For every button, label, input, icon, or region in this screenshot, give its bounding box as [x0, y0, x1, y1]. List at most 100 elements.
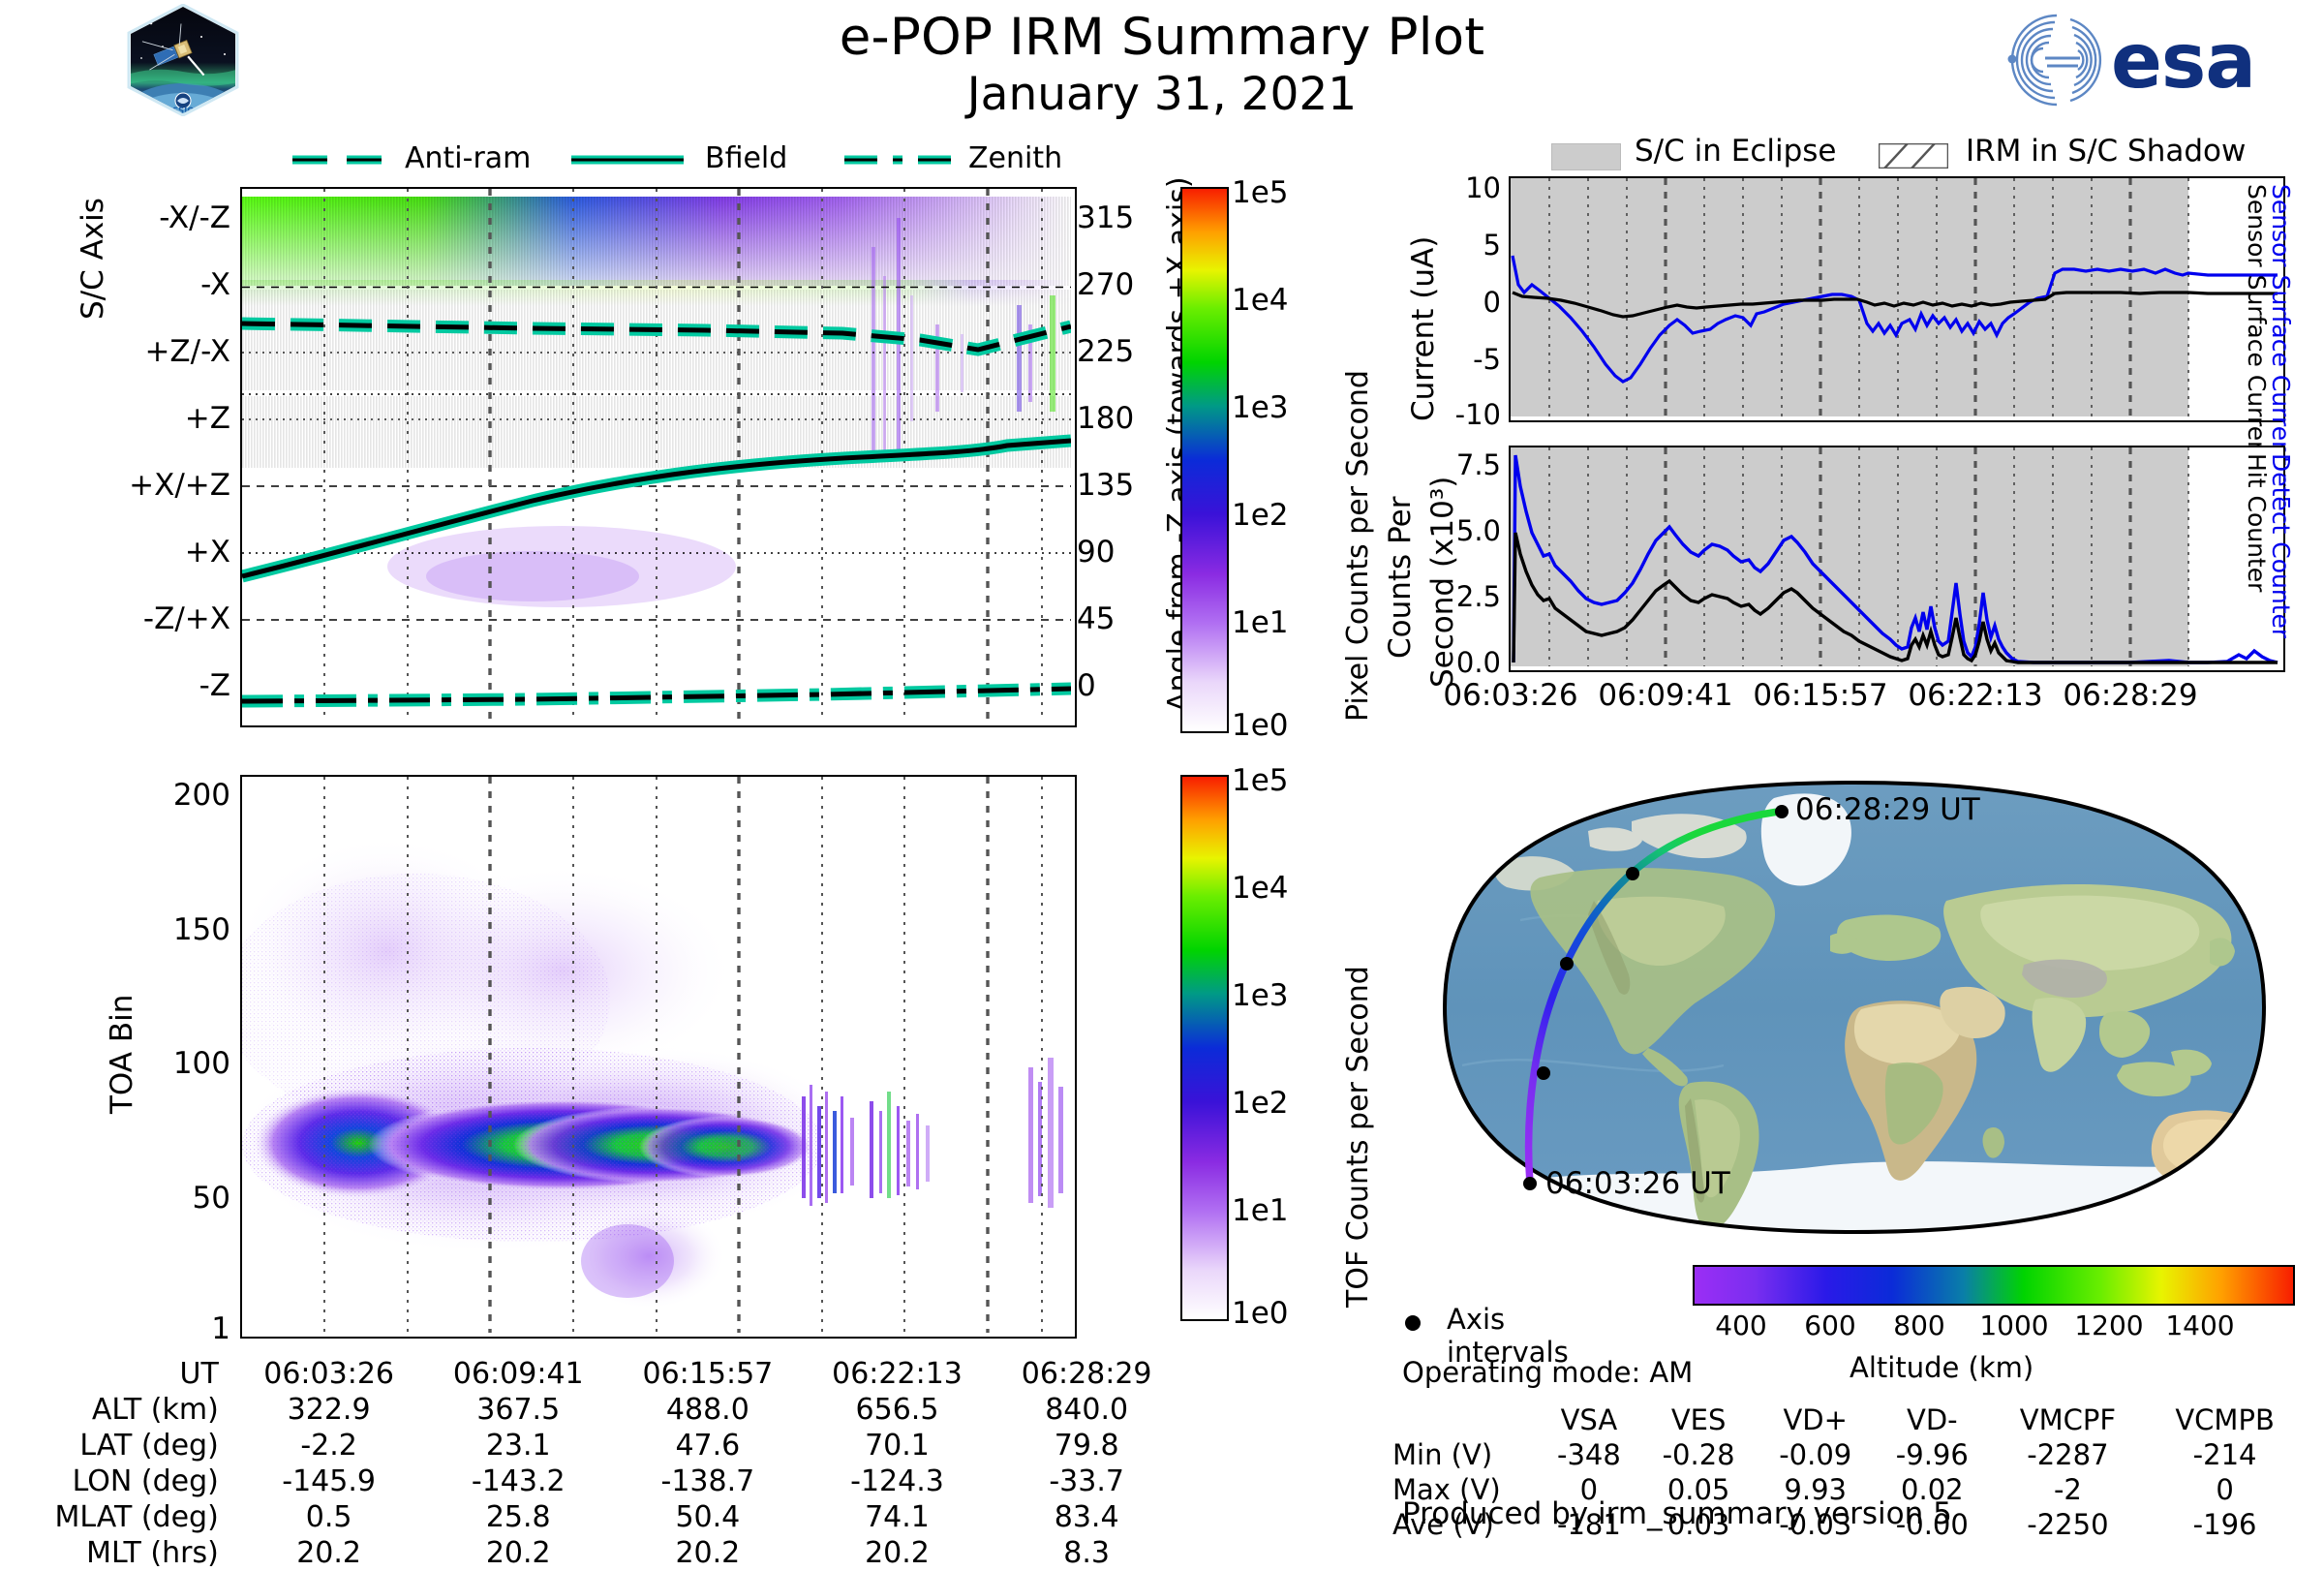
counts-right-label-black: Hit Counter [2243, 453, 2271, 593]
row-label: Min (V) [1392, 1438, 1493, 1471]
row-label: LAT (deg) [79, 1429, 219, 1463]
altitude-colorbar [1693, 1265, 2295, 1306]
rtick: 0 [1077, 668, 1096, 703]
cell: 0 [2216, 1473, 2234, 1506]
cell: 20.2 [296, 1536, 362, 1570]
ytick: -Z/+X [142, 601, 230, 636]
cell: 06:09:41 [452, 1357, 584, 1391]
tof-counts-colorbar [1180, 775, 1229, 1321]
cbar-tick: 1e0 [1232, 708, 1289, 743]
right-time-axis: 06:03:26 06:09:41 06:15:57 06:22:13 06:2… [1443, 678, 2281, 721]
alt-tick: 600 [1804, 1309, 1856, 1341]
table-row: ALT (km) 322.9 367.5 488.0 656.5 840.0 [39, 1392, 1181, 1428]
ytick: 2.5 [1455, 580, 1501, 613]
cassiope-logo: CASSIOPE [124, 3, 242, 117]
pixel-counts-colorbar-title: Pixel Counts per Second [1341, 370, 1375, 722]
table-row: MLAT (deg) 0.5 25.8 50.4 74.1 83.4 [39, 1499, 1181, 1535]
cell: 83.4 [1054, 1500, 1119, 1534]
cell: 367.5 [476, 1393, 561, 1427]
cbar-tick: 1e5 [1232, 175, 1289, 210]
rtick: 225 [1077, 334, 1135, 369]
cell: 322.9 [287, 1393, 371, 1427]
bfield-line-swatch [571, 155, 684, 165]
operating-mode-label: Operating mode: AM [1402, 1356, 1694, 1389]
column-header: VES [1670, 1403, 1727, 1436]
row-label: LON (deg) [72, 1464, 219, 1498]
ytick: 5 [1483, 229, 1501, 262]
sc-axis-spectrogram [240, 187, 1077, 727]
ytick: 100 [172, 1046, 230, 1081]
ytick: 0.0 [1455, 646, 1501, 679]
cell: -214 [2192, 1438, 2257, 1471]
cell: 656.5 [855, 1393, 939, 1427]
xtick: 06:15:57 [1753, 678, 1888, 713]
cell: -2287 [2027, 1438, 2109, 1471]
produced-by-label: Produced by irm_summary version 5 [1402, 1496, 1952, 1531]
pixel-counts-colorbar-labels: 1e5 1e4 1e3 1e2 1e1 1e0 [1232, 175, 1348, 743]
hit-counter-trace [1512, 532, 2278, 664]
ytick: 50 [192, 1181, 230, 1216]
cell: -181 [1556, 1508, 1621, 1541]
cell: 50.4 [675, 1500, 741, 1534]
cell: 0.5 [305, 1500, 352, 1534]
xtick: 06:28:29 [2063, 678, 2198, 713]
cell: 79.8 [1054, 1429, 1119, 1463]
counts-ytick-labels: 7.5 5.0 2.5 0.0 [1375, 446, 1501, 697]
alt-tick: 1200 [2074, 1309, 2144, 1341]
cbar-tick: 1e5 [1232, 763, 1289, 798]
cell: 0.02 [1901, 1473, 1964, 1506]
ytick: 200 [172, 778, 230, 813]
cbar-tick: 1e3 [1232, 978, 1289, 1013]
ytick: 10 [1465, 171, 1501, 204]
rtick: 315 [1077, 200, 1135, 235]
row-label: Max (V) [1392, 1473, 1501, 1506]
cell: 488.0 [665, 1393, 749, 1427]
cell: 06:28:29 [1021, 1357, 1152, 1391]
track-marker [1537, 1066, 1550, 1080]
column-header: VD- [1907, 1403, 1958, 1436]
legend-label-irm-shadow: IRM in S/C Shadow [1966, 134, 2247, 169]
legend-label-bfield: Bfield [705, 141, 788, 175]
cell: 8.3 [1063, 1536, 1111, 1570]
xtick: 06:09:41 [1598, 678, 1733, 713]
cell: -9.96 [1895, 1438, 1969, 1471]
legend-left-panel: Anti-ram Bfield Zenith [290, 141, 1062, 176]
current-right-label-black: Sensor Surface Current [2243, 184, 2271, 466]
cell: -0.09 [1779, 1438, 1852, 1471]
cell: 06:15:57 [642, 1357, 774, 1391]
shadow-hatch-swatch [1879, 143, 1948, 169]
track-end-time-label: 06:28:29 UT [1795, 792, 1980, 827]
current-blue-trace [1511, 255, 2278, 384]
anti-ram-line-swatch [292, 155, 382, 165]
legend-label-anti-ram: Anti-ram [405, 141, 532, 175]
column-header: VSA [1560, 1403, 1618, 1436]
toa-bin-spectrogram [240, 775, 1077, 1339]
ytick: +Z/-X [144, 334, 230, 369]
ground-track-map: 06:28:29 UT 06:03:26 UT [1404, 775, 2305, 1240]
cbar-tick: 1e0 [1232, 1296, 1289, 1331]
tof-counts-colorbar-title: TOF Counts per Second [1341, 966, 1375, 1308]
cell: 06:22:13 [832, 1357, 963, 1391]
cell: 20.2 [675, 1536, 741, 1570]
rtick: 180 [1077, 401, 1135, 436]
cell: 06:03:26 [263, 1357, 394, 1391]
cbar-tick: 1e1 [1232, 605, 1289, 640]
track-marker [1626, 867, 1639, 880]
ytick: -5 [1473, 343, 1501, 376]
cbar-tick: 1e1 [1232, 1193, 1289, 1228]
table-row: MLT (hrs) 20.2 20.2 20.2 20.2 8.3 [39, 1535, 1181, 1571]
xtick: 06:03:26 [1443, 678, 1578, 713]
cell: 0.03 [1667, 1508, 1730, 1541]
rtick: 135 [1077, 468, 1135, 503]
anti-ram-trace [242, 317, 1073, 356]
cell: -2250 [2027, 1508, 2109, 1541]
row-label: Ave (V) [1392, 1508, 1494, 1541]
cell: -124.3 [850, 1464, 944, 1498]
cell: -143.2 [471, 1464, 566, 1498]
altitude-colorbar-title: Altitude (km) [1850, 1351, 2034, 1384]
ytick: +Z [184, 401, 230, 436]
cell: -33.7 [1049, 1464, 1124, 1498]
globe-outline [1442, 780, 2267, 1235]
svg-text:esa: esa [2111, 18, 2255, 106]
alt-tick: 1400 [2165, 1309, 2235, 1341]
